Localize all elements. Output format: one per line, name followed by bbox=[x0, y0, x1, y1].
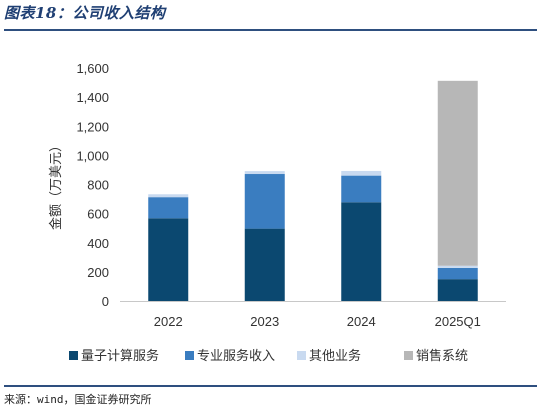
x-tick-label: 2025Q1 bbox=[435, 314, 481, 329]
x-tick-label: 2022 bbox=[154, 314, 183, 329]
bar-segment bbox=[341, 175, 382, 203]
figure-title: 图表18：公司收入结构 bbox=[4, 4, 166, 22]
y-tick-label: 600 bbox=[87, 207, 109, 222]
bar-segment bbox=[244, 228, 285, 301]
bar-segment bbox=[244, 174, 285, 229]
bar-segment bbox=[437, 279, 478, 301]
bar-segment bbox=[148, 194, 189, 198]
legend-swatch bbox=[185, 351, 194, 360]
bar-segment bbox=[244, 171, 285, 175]
legend-label: 量子计算服务 bbox=[81, 348, 159, 363]
title-rule bbox=[4, 29, 537, 31]
legend-swatch bbox=[69, 351, 78, 360]
legend-label: 其他业务 bbox=[309, 348, 361, 363]
legend-swatch bbox=[297, 351, 306, 360]
bar-segment bbox=[341, 202, 382, 301]
y-tick-label: 400 bbox=[87, 236, 109, 251]
y-axis-title: 金额（万美元） bbox=[48, 139, 63, 230]
y-tick-label: 800 bbox=[87, 178, 109, 193]
y-tick-label: 1,400 bbox=[76, 90, 109, 105]
y-tick-label: 200 bbox=[87, 265, 109, 280]
legend-label: 销售系统 bbox=[416, 348, 468, 363]
bar-segment bbox=[437, 267, 478, 280]
legend-label: 专业服务收入 bbox=[197, 348, 275, 363]
bar-segment bbox=[148, 197, 189, 219]
source-rule bbox=[4, 385, 537, 387]
bar-segment bbox=[341, 170, 382, 176]
x-tick-label: 2024 bbox=[347, 314, 376, 329]
bar-segment bbox=[148, 218, 189, 301]
bar-segment bbox=[437, 265, 478, 268]
bar-segment bbox=[437, 80, 478, 266]
y-tick-label: 1,000 bbox=[76, 148, 109, 163]
y-tick-label: 0 bbox=[102, 294, 109, 309]
y-tick-label: 1,600 bbox=[76, 61, 109, 76]
x-tick-label: 2023 bbox=[250, 314, 279, 329]
source-note: 来源：wind，国金证券研究所 bbox=[4, 393, 152, 406]
y-tick-label: 1,200 bbox=[76, 119, 109, 134]
legend-swatch bbox=[404, 351, 413, 360]
